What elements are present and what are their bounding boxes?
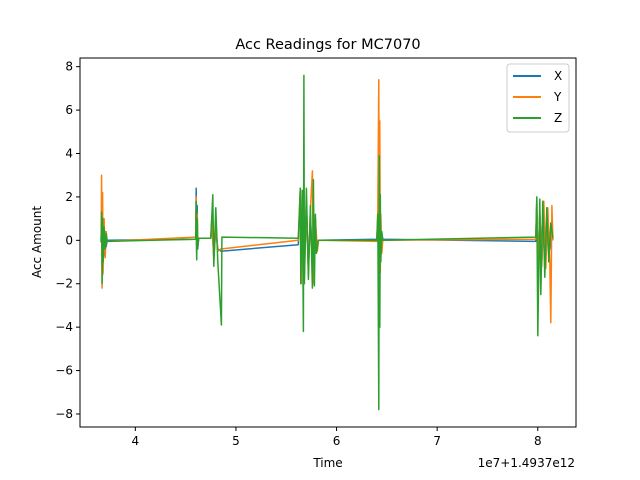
y-tick-label: 8 (65, 60, 73, 74)
y-axis-label: Acc Amount (30, 206, 44, 278)
y-tick-label: 4 (65, 147, 73, 161)
y-tick-label: 2 (65, 190, 73, 204)
x-axis-offset-label: 1e7+1.4937e12 (478, 456, 575, 470)
y-tick-label: 0 (65, 233, 73, 247)
x-tick-label: 4 (132, 434, 140, 448)
legend-label-z: Z (554, 111, 562, 125)
axes-frame (79, 57, 577, 428)
y-axis: −8 −6 −4 −2 0 2 4 6 8 (55, 60, 80, 421)
legend-label-x: X (554, 69, 562, 83)
y-tick-label: −4 (55, 320, 73, 334)
y-tick-label: 6 (65, 103, 73, 117)
y-tick-label: −6 (55, 364, 73, 378)
legend-label-y: Y (553, 90, 562, 104)
x-axis-label: Time (312, 456, 342, 470)
x-axis: 4 5 6 7 8 (132, 427, 542, 448)
legend: XYZ (506, 63, 570, 133)
y-tick-label: −8 (55, 407, 73, 421)
series-layer (100, 74, 554, 411)
x-tick-label: 8 (534, 434, 542, 448)
chart-title: Acc Readings for MC7070 (235, 37, 420, 53)
series-line-z (100, 74, 554, 411)
x-tick-label: 5 (232, 434, 240, 448)
plot-area (100, 74, 554, 411)
x-tick-label: 7 (433, 434, 441, 448)
y-tick-label: −2 (55, 277, 73, 291)
x-tick-label: 6 (333, 434, 341, 448)
